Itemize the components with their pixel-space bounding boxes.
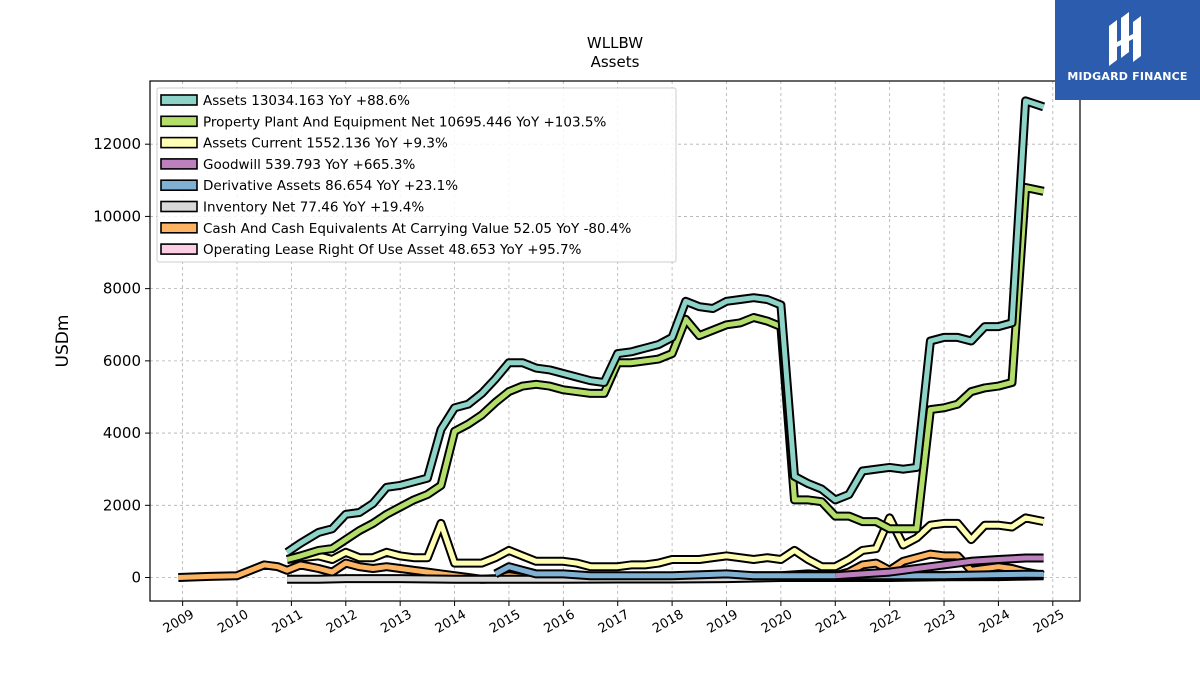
legend-label: Assets 13034.163 YoY +88.6%: [203, 93, 410, 109]
x-tick-label: 2017: [596, 607, 632, 637]
legend-label: Property Plant And Equipment Net 10695.4…: [203, 114, 606, 130]
y-tick-label: 8000: [103, 280, 141, 298]
y-tick-label: 10000: [93, 207, 141, 225]
legend: Assets 13034.163 YoY +88.6% Property Plan…: [156, 87, 677, 263]
legend-label: Derivative Assets 86.654 YoY +23.1%: [203, 178, 458, 194]
y-axis-label: USDm: [53, 315, 73, 368]
x-tick-label: 2012: [324, 607, 360, 637]
legend-label: Inventory Net 77.46 YoY +19.4%: [203, 200, 424, 216]
y-tick-label: 4000: [103, 424, 141, 442]
series-line: [835, 555, 1044, 579]
series-property-plant-and-equipment-net: [285, 183, 1045, 564]
x-tick-label: 2019: [705, 607, 741, 637]
x-tick-label: 2024: [977, 607, 1013, 637]
x-tick-label: 2011: [270, 607, 306, 637]
chart-title: WLLBW: [587, 34, 643, 52]
y-tick-label: 2000: [103, 496, 141, 514]
legend-item: Cash And Cash Equivalents At Carrying Va…: [160, 221, 631, 237]
legend-swatch: [160, 243, 198, 255]
legend-swatch: [160, 158, 198, 170]
brand-mark-icon: [1109, 12, 1141, 66]
x-tick-label: 2015: [487, 607, 523, 637]
x-tick-label: 2014: [433, 607, 469, 637]
legend-label: Operating Lease Right Of Use Asset 48.65…: [203, 242, 582, 258]
legend-swatch: [160, 222, 198, 234]
legend-item: Assets Current 1552.136 YoY +9.3%: [160, 136, 448, 152]
legend-swatch: [160, 94, 198, 106]
series-goodwill: [835, 553, 1044, 581]
series-derivative-assets: [493, 562, 1044, 581]
series-layer: [178, 96, 1046, 584]
chart-subtitle: Assets: [591, 53, 640, 71]
legend-swatch: [160, 179, 198, 191]
x-tick-label: 2020: [759, 607, 795, 637]
y-ticks: 0 2000 4000 6000 8000 10000 12000: [93, 135, 150, 587]
x-tick-label: 2021: [813, 607, 849, 637]
legend-item: Assets 13034.163 YoY +88.6%: [160, 93, 410, 109]
legend-swatch: [160, 200, 198, 213]
legend-label: Goodwill 539.793 YoY +665.3%: [203, 157, 415, 173]
x-tick-label: 2023: [922, 607, 958, 637]
legend-swatch: [160, 115, 198, 128]
y-tick-label: 6000: [103, 352, 141, 370]
series-line: [285, 98, 1045, 555]
plot-frame: [149, 80, 1081, 602]
legend-item: Goodwill 539.793 YoY +665.3%: [160, 157, 415, 173]
x-ticks: 2009 2010 2011 2012 2013 2014 2015 2016 2017 2018…: [161, 601, 1067, 637]
x-tick-label: 2022: [868, 607, 904, 637]
legend-box: [156, 87, 677, 263]
brand-logo: MIDGARD FINANCE: [1055, 0, 1200, 100]
series-line: [494, 564, 1044, 579]
legend-item: Property Plant And Equipment Net 10695.4…: [160, 114, 606, 130]
x-tick-label: 2016: [542, 607, 578, 637]
y-tick-label: 12000: [93, 135, 141, 153]
x-tick-label: 2025: [1031, 607, 1067, 637]
brand-name: MIDGARD FINANCE: [1067, 70, 1188, 83]
series-line: [286, 185, 1045, 562]
legend-label: Cash And Cash Equivalents At Carrying Va…: [203, 221, 631, 237]
series-assets: [284, 96, 1046, 557]
x-tick-label: 2018: [650, 607, 686, 637]
legend-swatch: [160, 136, 198, 149]
legend-label: Assets Current 1552.136 YoY +9.3%: [203, 136, 448, 152]
legend-item: Inventory Net 77.46 YoY +19.4%: [160, 200, 424, 216]
series-assets-current: [286, 513, 1045, 572]
x-tick-label: 2010: [215, 607, 251, 637]
x-tick-label: 2009: [161, 607, 197, 637]
y-tick-label: 0: [131, 569, 141, 587]
x-tick-label: 2013: [378, 607, 414, 637]
legend-item: Derivative Assets 86.654 YoY +23.1%: [160, 178, 458, 194]
series-line: [286, 515, 1045, 570]
legend-item: Operating Lease Right Of Use Asset 48.65…: [160, 242, 582, 258]
